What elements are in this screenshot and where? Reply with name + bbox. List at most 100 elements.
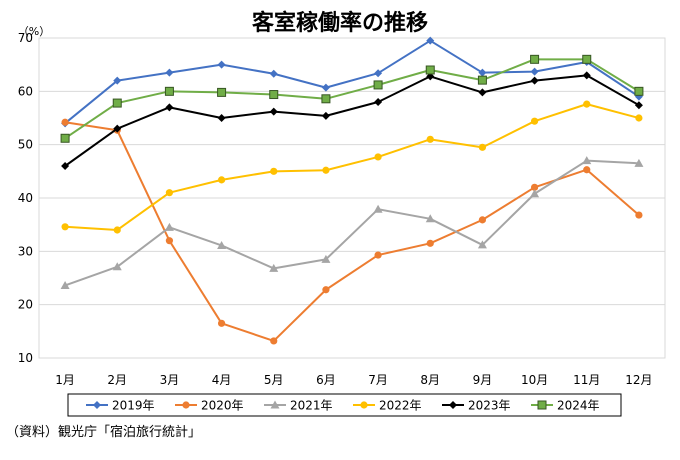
legend-label: 2019年	[112, 399, 155, 413]
series-line	[64, 159, 639, 287]
data-point	[634, 101, 643, 110]
y-tick-label: 40	[18, 191, 33, 205]
data-point	[112, 98, 122, 108]
data-point	[477, 240, 487, 249]
y-tick-label: 60	[18, 84, 33, 98]
data-point	[217, 240, 227, 249]
series-lines	[60, 36, 644, 345]
data-point	[269, 69, 278, 78]
data-point	[583, 100, 591, 108]
data-point	[165, 68, 174, 77]
data-point	[60, 280, 70, 289]
data-point	[478, 216, 487, 224]
data-point	[374, 251, 382, 259]
series-2023年	[61, 71, 643, 170]
data-point	[61, 223, 69, 231]
data-point	[217, 114, 226, 122]
data-point	[217, 60, 226, 69]
data-point	[61, 118, 69, 126]
data-point	[426, 239, 434, 247]
data-point	[426, 36, 435, 45]
x-tick-label: 11月	[573, 373, 600, 387]
x-axis: 1月 2月 3月 4月 5月 6月 7月 8月 9月 10月 11月 12月	[55, 373, 652, 387]
data-point	[530, 54, 540, 64]
x-tick-label: 4月	[212, 373, 232, 387]
data-point	[113, 226, 121, 234]
legend-label: 2021年	[290, 399, 333, 413]
x-tick-label: 6月	[316, 373, 336, 387]
data-point	[478, 68, 487, 77]
legend-marker	[270, 400, 280, 409]
data-point	[373, 80, 383, 90]
y-tick-label: 70	[18, 31, 33, 45]
data-point	[583, 166, 591, 174]
data-point	[321, 111, 330, 120]
legend-entries: 2019年 2020年 2021年 2022年 2023年 2024年	[86, 399, 600, 413]
data-point	[373, 204, 383, 213]
data-point	[269, 90, 279, 100]
legend-marker	[449, 401, 457, 409]
data-point	[582, 54, 592, 64]
data-point	[217, 87, 227, 97]
data-point	[165, 237, 174, 245]
data-point	[113, 76, 122, 85]
data-point	[530, 183, 539, 191]
series-2021年	[60, 156, 644, 289]
x-tick-label: 10月	[521, 373, 548, 387]
data-point	[164, 222, 174, 231]
data-point	[321, 83, 330, 92]
data-point	[165, 103, 174, 112]
legend-label: 2020年	[201, 399, 244, 413]
legend-entry: 2019年	[86, 399, 155, 413]
data-point	[530, 67, 539, 76]
data-point	[112, 262, 122, 271]
y-tick-label: 50	[18, 138, 33, 152]
data-point	[164, 86, 174, 96]
data-point	[477, 75, 487, 85]
x-tick-label: 8月	[420, 373, 440, 387]
data-point	[582, 71, 591, 80]
grid	[39, 90, 665, 306]
y-axis-unit: （%）	[18, 25, 50, 38]
x-tick-label: 7月	[368, 373, 388, 387]
y-tick-label: 10	[18, 351, 33, 365]
series-line	[64, 58, 640, 140]
data-point	[582, 156, 592, 165]
legend	[67, 393, 622, 417]
data-point	[217, 176, 226, 184]
data-point	[374, 69, 383, 78]
data-point	[60, 133, 70, 143]
data-point	[322, 166, 330, 174]
x-tick-label: 5月	[264, 373, 284, 387]
y-axis: 10 20 30 40 50 60 70	[18, 31, 33, 365]
series-line	[64, 39, 640, 125]
data-point	[61, 162, 70, 170]
data-point	[165, 189, 174, 197]
source-note: （資料）観光庁「宿泊旅行統計」	[6, 424, 201, 440]
data-point	[322, 286, 330, 294]
series-2019年	[61, 36, 643, 128]
x-tick-label: 2月	[107, 373, 127, 387]
x-tick-label: 12月	[625, 373, 652, 387]
data-point	[270, 167, 278, 175]
legend-label: 2023年	[468, 399, 511, 413]
x-tick-label: 3月	[160, 373, 180, 387]
legend-entry: 2021年	[264, 399, 333, 413]
legend-marker	[182, 401, 190, 409]
data-point	[269, 107, 278, 116]
series-2022年	[61, 100, 643, 234]
legend-marker	[93, 401, 101, 409]
y-tick-label: 30	[18, 244, 33, 258]
data-point	[634, 86, 644, 96]
data-point	[634, 158, 644, 167]
legend-marker	[360, 401, 368, 409]
data-point	[270, 337, 278, 345]
series-2020年	[61, 118, 643, 345]
data-point	[530, 117, 539, 125]
data-point	[269, 263, 279, 272]
series-line	[64, 121, 640, 342]
x-tick-label: 9月	[473, 373, 493, 387]
legend-entry: 2023年	[442, 399, 511, 413]
data-point	[113, 124, 122, 133]
